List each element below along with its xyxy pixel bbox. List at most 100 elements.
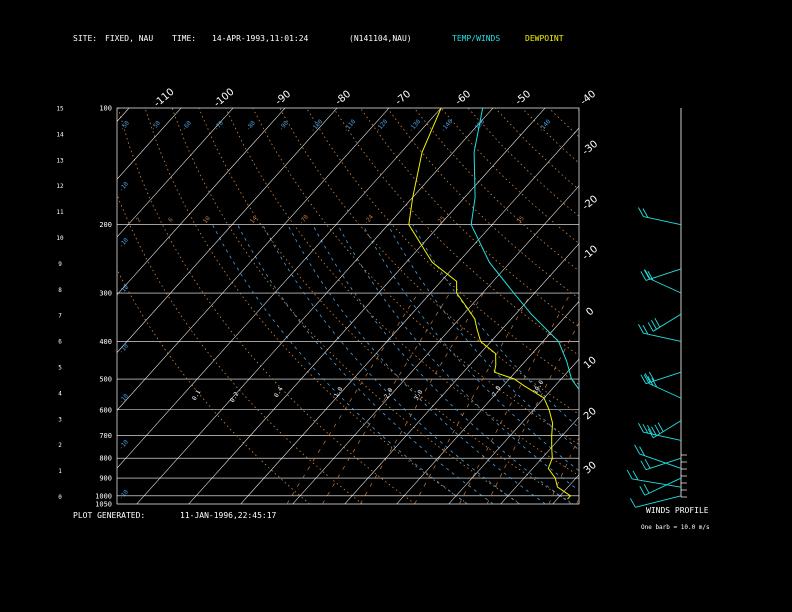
wind-barb: [645, 457, 682, 471]
temp-tick-right: 0: [584, 306, 596, 319]
mixing-ratio-line: [458, 292, 571, 504]
mixing-ratio-label: 10.0: [532, 379, 545, 395]
mixing-ratio-label: 35: [516, 215, 526, 225]
temp-tick-top: -70: [394, 89, 414, 108]
legend-dewpoint: DEWPOINT: [525, 34, 564, 43]
moist-adiabat-label: -10: [118, 438, 131, 451]
dry-adiabat-line: [467, 108, 579, 217]
temp-tick-top: -50: [514, 89, 534, 108]
wind-barb-flag: [654, 424, 661, 434]
temp-tick-right: -20: [581, 194, 601, 213]
height-tick-label: 5: [58, 365, 62, 372]
mixing-ratio-label: 2.0: [383, 386, 395, 399]
mixing-ratio-label: 0.4: [273, 385, 285, 398]
height-tick-label: 7: [58, 313, 62, 320]
wind-barb-flag: [640, 460, 647, 470]
mixing-ratio-label: 14: [249, 215, 259, 225]
height-tick-label: 2: [58, 442, 62, 449]
wind-barb: [639, 453, 682, 469]
moist-adiabat-line: [287, 224, 546, 504]
pressure-tick-label: 600: [99, 406, 112, 414]
winds-barb-note: One barb = 10.0 m/s: [641, 524, 710, 531]
time-label: TIME:: [172, 34, 196, 43]
dry-adiabat-label: -110: [343, 118, 358, 134]
height-tick-label: 6: [58, 339, 62, 346]
height-tick-label: 8: [58, 287, 62, 294]
mixing-ratio-label: 3.0: [413, 388, 425, 401]
isotherm-line: [344, 243, 579, 504]
height-tick-label: 4: [58, 390, 62, 397]
pressure-tick-label: 200: [99, 221, 112, 229]
site-label: SITE:: [73, 34, 97, 43]
wind-barb: [632, 478, 682, 488]
dry-adiabat-line: [603, 108, 792, 504]
height-tick-label: 9: [58, 261, 62, 268]
temp-tick-right: 20: [582, 406, 599, 423]
wind-barb: [644, 477, 682, 496]
wind-barb: [645, 371, 682, 385]
dry-adiabat-line: [575, 108, 579, 112]
mixing-ratio-label: 0.2: [229, 390, 241, 403]
temp-tick-top: -90: [274, 89, 294, 108]
moist-adiabat-line: [387, 224, 579, 451]
wind-barb: [652, 313, 682, 332]
isotherm-line: [188, 108, 546, 504]
wind-barb-flag: [647, 271, 654, 281]
dry-adiabat-line: [252, 108, 579, 446]
plot-generated-value: 11-JAN-1996,22:45:17: [180, 511, 277, 520]
dry-adiabat-label: -140: [440, 118, 455, 134]
mixing-ratio-line: [486, 322, 579, 504]
wind-barb-flag: [647, 322, 654, 332]
pressure-grid: [116, 107, 580, 505]
wind-barb-flag: [647, 424, 653, 435]
dry-adiabat-line: [386, 108, 579, 300]
height-tick-label: 14: [56, 131, 64, 138]
winds-profile: [626, 108, 687, 508]
moist-adiabat-line: [237, 224, 494, 504]
wind-barb-flag: [638, 207, 644, 217]
profile-series: [408, 108, 579, 500]
isotherm-line: [0, 108, 77, 504]
plot-generated-label: PLOT GENERATED:: [73, 511, 145, 520]
temp-tick-top: -100: [212, 87, 236, 110]
dry-adiabat-line: [171, 108, 521, 504]
isotherm-line: [117, 108, 182, 180]
wind-barb-flag: [642, 208, 649, 218]
height-tick-label: 10: [56, 235, 64, 242]
temp-tick-top: -110: [152, 87, 176, 110]
isotherm-line: [292, 185, 579, 504]
wind-barb: [648, 278, 682, 294]
isotherm-line: [448, 358, 579, 504]
wind-barb: [635, 495, 682, 508]
wind-barb-flag: [643, 374, 650, 384]
height-tick-label: 12: [56, 183, 64, 190]
wind-barb-flag: [638, 423, 644, 433]
wind-barb-flag: [632, 470, 639, 481]
pressure-tick-label: 900: [99, 475, 112, 483]
wind-barb-flag: [642, 325, 649, 335]
dry-adiabat-line: [117, 108, 416, 504]
temp-tick-right: 30: [582, 460, 599, 477]
pressure-tick-label: 700: [99, 432, 112, 440]
dry-adiabat-line: [440, 108, 579, 245]
height-tick-label: 11: [56, 209, 64, 216]
mixing-ratio-line: [414, 292, 532, 504]
temp-tick-top: -40: [579, 89, 599, 108]
wind-barb-flag: [642, 423, 649, 434]
wind-barb: [645, 268, 682, 281]
isotherm-line: [709, 108, 792, 504]
dry-adiabat-line: [198, 108, 574, 504]
wind-barb-flag: [643, 269, 650, 279]
wind-barb-flag: [648, 371, 655, 382]
isotherm-line: [117, 108, 286, 296]
wind-barb-flag: [638, 324, 644, 334]
wind-barb-flag: [634, 444, 640, 455]
wind-barb-flag: [651, 320, 657, 330]
isotherm-line: [136, 108, 494, 504]
pressure-tick-label: 300: [99, 290, 112, 298]
dry-adiabat-line: [117, 268, 310, 504]
dry-adiabat-label: -120: [375, 118, 390, 134]
wind-barb: [643, 332, 682, 342]
site-value: FIXED, NAU: [105, 34, 153, 43]
isotherm-line: [500, 416, 579, 504]
